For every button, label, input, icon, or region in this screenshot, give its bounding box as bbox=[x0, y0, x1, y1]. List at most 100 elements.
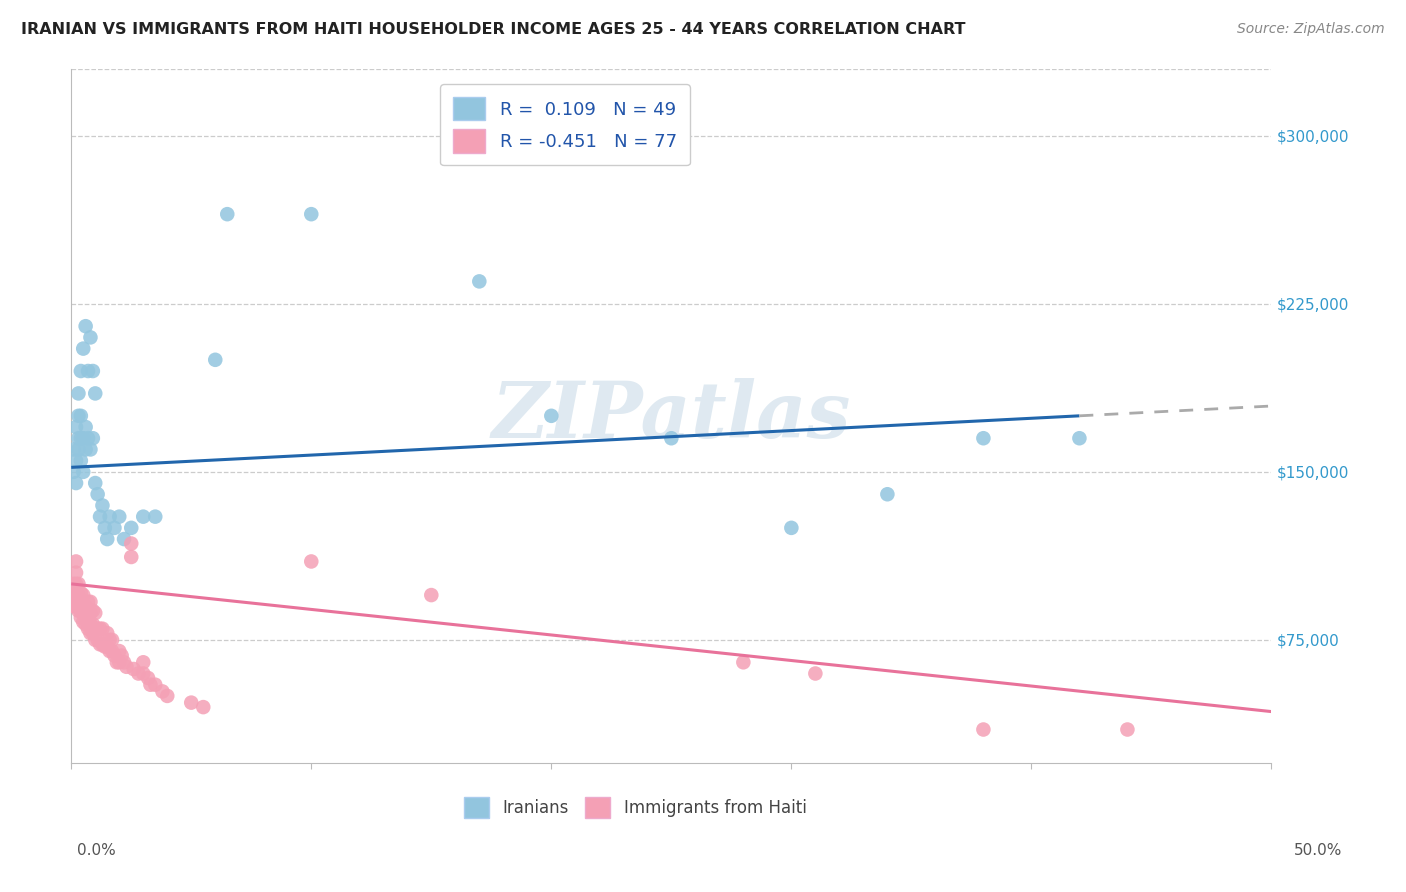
Point bbox=[468, 274, 491, 288]
Point bbox=[67, 599, 90, 614]
Point bbox=[103, 521, 125, 535]
Point bbox=[79, 442, 101, 457]
Point bbox=[77, 622, 100, 636]
Point bbox=[75, 420, 97, 434]
Point bbox=[108, 644, 131, 658]
Point bbox=[82, 604, 104, 618]
Point bbox=[98, 644, 121, 658]
Point bbox=[91, 637, 114, 651]
Point bbox=[77, 431, 100, 445]
Point bbox=[132, 655, 155, 669]
Point bbox=[108, 655, 131, 669]
Point bbox=[62, 577, 84, 591]
Point bbox=[143, 509, 166, 524]
Point bbox=[94, 640, 117, 654]
Point bbox=[122, 662, 145, 676]
Point bbox=[733, 655, 755, 669]
Point bbox=[72, 606, 94, 620]
Point bbox=[94, 521, 117, 535]
Point bbox=[75, 319, 97, 334]
Point bbox=[65, 554, 87, 568]
Text: IRANIAN VS IMMIGRANTS FROM HAITI HOUSEHOLDER INCOME AGES 25 - 44 YEARS CORRELATI: IRANIAN VS IMMIGRANTS FROM HAITI HOUSEHO… bbox=[21, 22, 966, 37]
Point bbox=[79, 595, 101, 609]
Point bbox=[82, 364, 104, 378]
Text: 50.0%: 50.0% bbox=[1295, 843, 1343, 858]
Point bbox=[780, 521, 803, 535]
Legend: Iranians, Immigrants from Haiti: Iranians, Immigrants from Haiti bbox=[457, 790, 813, 824]
Point bbox=[79, 626, 101, 640]
Point bbox=[75, 610, 97, 624]
Point bbox=[67, 577, 90, 591]
Point bbox=[193, 700, 215, 714]
Point bbox=[62, 465, 84, 479]
Point bbox=[136, 671, 159, 685]
Point bbox=[540, 409, 562, 423]
Point bbox=[69, 431, 91, 445]
Point bbox=[86, 632, 108, 647]
Point bbox=[127, 666, 149, 681]
Point bbox=[84, 606, 107, 620]
Point bbox=[75, 599, 97, 614]
Point bbox=[82, 431, 104, 445]
Point bbox=[79, 617, 101, 632]
Point bbox=[139, 678, 162, 692]
Point bbox=[103, 648, 125, 663]
Point bbox=[72, 342, 94, 356]
Point bbox=[65, 566, 87, 580]
Point bbox=[972, 431, 994, 445]
Point bbox=[69, 604, 91, 618]
Point bbox=[1116, 723, 1139, 737]
Point bbox=[69, 453, 91, 467]
Point bbox=[156, 689, 179, 703]
Point bbox=[72, 599, 94, 614]
Point bbox=[84, 632, 107, 647]
Point bbox=[120, 536, 142, 550]
Point bbox=[65, 476, 87, 491]
Point bbox=[65, 599, 87, 614]
Point bbox=[132, 509, 155, 524]
Point bbox=[82, 617, 104, 632]
Point bbox=[115, 660, 138, 674]
Point bbox=[96, 626, 118, 640]
Point bbox=[67, 442, 90, 457]
Point bbox=[62, 599, 84, 614]
Point bbox=[299, 207, 322, 221]
Point bbox=[77, 364, 100, 378]
Point bbox=[67, 386, 90, 401]
Point bbox=[299, 554, 322, 568]
Point bbox=[101, 632, 124, 647]
Point bbox=[75, 617, 97, 632]
Point bbox=[217, 207, 239, 221]
Point bbox=[89, 637, 111, 651]
Point bbox=[84, 622, 107, 636]
Point bbox=[67, 595, 90, 609]
Point bbox=[77, 606, 100, 620]
Point bbox=[120, 549, 142, 564]
Point bbox=[69, 595, 91, 609]
Point bbox=[67, 588, 90, 602]
Point bbox=[84, 386, 107, 401]
Point bbox=[67, 604, 90, 618]
Point bbox=[876, 487, 898, 501]
Point bbox=[120, 521, 142, 535]
Point bbox=[98, 632, 121, 647]
Point bbox=[98, 509, 121, 524]
Point bbox=[69, 364, 91, 378]
Point bbox=[143, 678, 166, 692]
Point bbox=[69, 610, 91, 624]
Point bbox=[132, 666, 155, 681]
Text: 0.0%: 0.0% bbox=[77, 843, 117, 858]
Point bbox=[62, 442, 84, 457]
Point bbox=[91, 499, 114, 513]
Point bbox=[77, 615, 100, 629]
Point bbox=[96, 532, 118, 546]
Point bbox=[112, 655, 135, 669]
Point bbox=[67, 431, 90, 445]
Point bbox=[72, 465, 94, 479]
Point bbox=[105, 655, 128, 669]
Text: ZIPatlas: ZIPatlas bbox=[492, 377, 851, 454]
Point bbox=[89, 509, 111, 524]
Point bbox=[65, 588, 87, 602]
Point bbox=[101, 644, 124, 658]
Point bbox=[65, 453, 87, 467]
